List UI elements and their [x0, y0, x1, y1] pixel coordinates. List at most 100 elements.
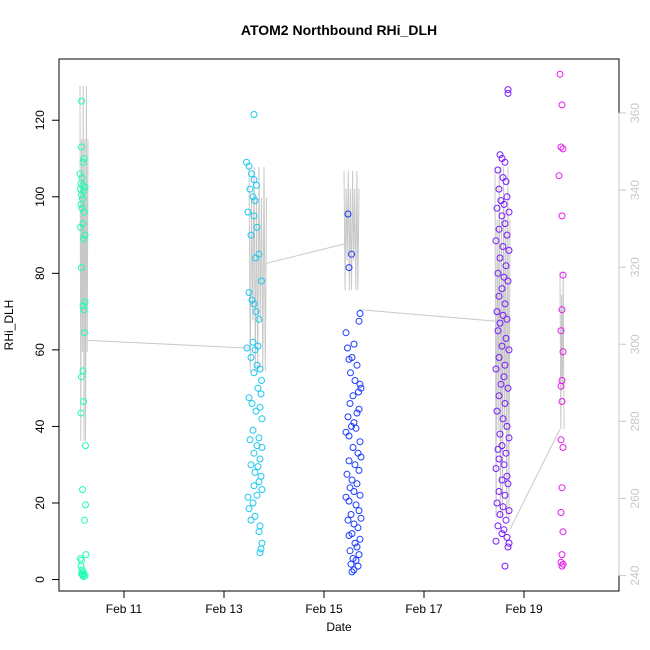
- data-point: [353, 409, 361, 417]
- data-point: [250, 449, 258, 457]
- data-point: [495, 292, 503, 300]
- data-point: [343, 470, 351, 478]
- data-point: [492, 237, 500, 245]
- data-point: [252, 254, 259, 262]
- data-point: [502, 178, 510, 185]
- data-point: [352, 501, 360, 509]
- data-point: [255, 250, 263, 258]
- data-point: [557, 558, 565, 566]
- data-point: [356, 310, 364, 317]
- data-point: [558, 562, 566, 570]
- temperature-segment-5: [559, 270, 565, 430]
- data-point: [247, 231, 255, 239]
- data-point: [253, 223, 261, 231]
- y-tick-label: 60: [33, 343, 47, 357]
- data-point: [501, 361, 509, 369]
- data-point: [355, 551, 363, 559]
- temperature-connector-1: [87, 339, 250, 349]
- data-point: [255, 315, 263, 323]
- y-tick-label: 0: [33, 576, 47, 583]
- data-point: [505, 208, 513, 216]
- data-point: [80, 235, 87, 243]
- data-point: [495, 488, 503, 495]
- right-y-tick-label: 260: [628, 488, 642, 508]
- data-point: [350, 340, 358, 348]
- data-point: [345, 497, 353, 505]
- data-point: [494, 269, 502, 277]
- data-point: [496, 511, 504, 518]
- data-point: [250, 369, 258, 377]
- data-point: [245, 505, 253, 513]
- data-point: [346, 400, 354, 407]
- data-point: [498, 476, 506, 484]
- data-point: [348, 422, 355, 430]
- data-point: [495, 455, 503, 463]
- data-point: [342, 329, 350, 337]
- data-points: [76, 70, 567, 580]
- right-y-tick-label: 280: [628, 411, 642, 431]
- data-point: [558, 212, 566, 220]
- data-point: [78, 97, 85, 105]
- data-point: [77, 223, 84, 231]
- data-point: [80, 573, 87, 580]
- data-point: [256, 549, 264, 557]
- data-point: [496, 254, 504, 262]
- data-point: [258, 444, 266, 451]
- y-tick-label: 100: [33, 186, 47, 206]
- data-point: [349, 392, 357, 400]
- data-point: [503, 472, 511, 480]
- data-point: [257, 390, 265, 398]
- data-point: [256, 403, 264, 411]
- data-point: [498, 530, 506, 538]
- data-point: [80, 398, 87, 405]
- data-point: [500, 200, 508, 208]
- data-point: [255, 528, 263, 536]
- data-point: [501, 158, 509, 166]
- data-point: [495, 392, 503, 400]
- data-point: [245, 289, 253, 296]
- data-point: [355, 466, 363, 474]
- right-y-tick-label: 340: [628, 180, 642, 200]
- data-point: [559, 528, 567, 536]
- data-point: [245, 394, 253, 402]
- series-4: [492, 86, 513, 570]
- data-point: [557, 327, 565, 335]
- data-point: [556, 70, 564, 78]
- data-point: [356, 380, 364, 388]
- data-point: [347, 369, 354, 377]
- data-point: [557, 382, 565, 390]
- series-2: [243, 111, 266, 557]
- right-y-tick-label: 300: [628, 334, 642, 354]
- data-point: [78, 191, 85, 199]
- data-point: [82, 501, 89, 509]
- data-point: [353, 361, 361, 369]
- data-point: [250, 212, 258, 220]
- temperature-segment-1: [79, 85, 89, 441]
- data-point: [253, 491, 261, 499]
- data-point: [247, 516, 255, 524]
- data-point: [555, 172, 563, 180]
- data-point: [344, 516, 352, 524]
- temperature-connector-3: [358, 309, 496, 322]
- data-point: [246, 436, 254, 444]
- data-point: [249, 338, 257, 346]
- data-point: [558, 306, 566, 314]
- data-point: [77, 409, 85, 417]
- data-point: [355, 388, 362, 396]
- y-axis: 0 20 40 60 80 100 120: [33, 110, 60, 583]
- data-point: [495, 185, 503, 193]
- data-point: [351, 539, 359, 547]
- data-point: [79, 302, 87, 310]
- data-point: [258, 377, 265, 384]
- data-point: [496, 151, 504, 159]
- data-point: [498, 342, 506, 350]
- data-point: [253, 181, 260, 189]
- right-y-tick-label: 320: [628, 257, 642, 277]
- data-point: [352, 424, 360, 432]
- y-axis-label: RHi_DLH: [2, 300, 16, 351]
- data-point: [77, 200, 85, 208]
- data-point: [347, 560, 355, 568]
- series-5: [555, 70, 567, 570]
- x-tick-label: Feb 17: [405, 602, 443, 616]
